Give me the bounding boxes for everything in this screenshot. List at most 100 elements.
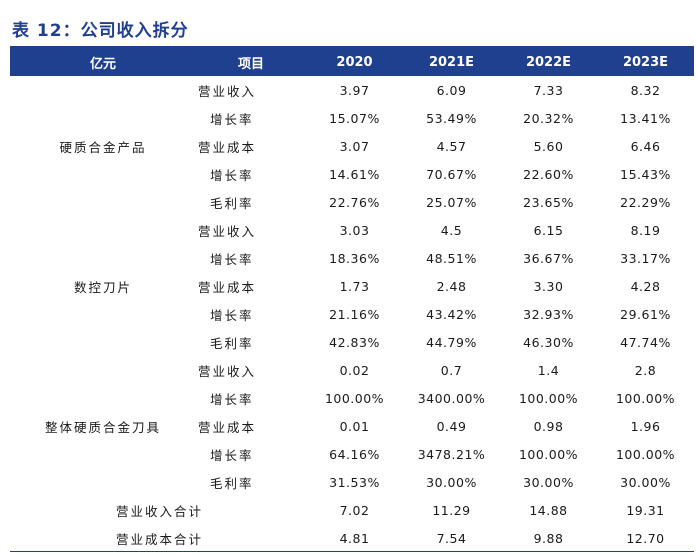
item-label: 增长率 xyxy=(210,391,254,407)
item-label: 毛利率 xyxy=(210,335,254,351)
table-row: 增长率 21.16% 43.42% 32.93% 29.61% xyxy=(10,300,694,328)
item-label: 营业成本 xyxy=(198,419,257,435)
group-label: 数控刀片 xyxy=(73,279,132,295)
value-cell: 53.49% xyxy=(426,110,477,126)
header-2022e: 2022E xyxy=(500,48,597,76)
value-cell: 1.4 xyxy=(537,362,560,378)
table-row: 增长率 14.61% 70.67% 22.60% 15.43% xyxy=(10,160,694,188)
total-label: 营业收入合计 xyxy=(116,503,204,519)
header-unit: 亿元 xyxy=(10,48,196,76)
table-row: 增长率 64.16% 3478.21% 100.00% 100.00% xyxy=(10,440,694,468)
header-row: 亿元 项目 2020 2021E 2022E 2023E xyxy=(10,48,694,76)
value-cell: 30.00% xyxy=(620,474,671,490)
item-label: 营业成本 xyxy=(198,139,257,155)
table-row: 硬质合金产品 营业收入 3.97 6.09 7.33 8.32 xyxy=(10,76,694,155)
value-cell: 44.79% xyxy=(426,334,477,350)
table-row: 营业成本 1.73 2.48 3.30 4.28 xyxy=(10,272,694,300)
value-cell: 4.28 xyxy=(630,278,661,294)
value-cell: 100.00% xyxy=(324,390,385,406)
header-item: 项目 xyxy=(196,48,306,76)
table-row: 整体硬质合金刀具 营业收入 0.02 0.7 1.4 2.8 xyxy=(10,356,694,435)
item-label: 增长率 xyxy=(210,447,254,463)
value-cell: 8.32 xyxy=(630,82,661,98)
value-cell: 21.16% xyxy=(329,306,380,322)
item-label: 营业收入 xyxy=(198,363,257,379)
value-cell: 6.46 xyxy=(630,138,661,154)
total-label: 营业成本合计 xyxy=(116,531,204,547)
value-cell: 6.15 xyxy=(533,222,564,238)
value-cell: 32.93% xyxy=(523,306,574,322)
value-cell: 0.49 xyxy=(436,418,467,434)
value-cell: 7.54 xyxy=(436,530,467,546)
value-cell: 22.76% xyxy=(329,194,380,210)
revenue-breakdown-table: 亿元 项目 2020 2021E 2022E 2023E 硬质合金产品 营业收入 3… xyxy=(10,48,694,552)
value-cell: 5.60 xyxy=(533,138,564,154)
value-cell: 30.00% xyxy=(426,474,477,490)
header-2023e: 2023E xyxy=(597,48,694,76)
value-cell: 29.61% xyxy=(620,306,671,322)
value-cell: 30.00% xyxy=(523,474,574,490)
value-cell: 1.73 xyxy=(339,278,370,294)
value-cell: 47.74% xyxy=(620,334,671,350)
value-cell: 22.29% xyxy=(620,194,671,210)
value-cell: 0.98 xyxy=(533,418,564,434)
value-cell: 3400.00% xyxy=(417,390,486,406)
bottom-rule xyxy=(10,551,694,552)
item-label: 增长率 xyxy=(210,307,254,323)
value-cell: 15.07% xyxy=(329,110,380,126)
value-cell: 18.36% xyxy=(329,250,380,266)
value-cell: 3.07 xyxy=(339,138,370,154)
item-label: 毛利率 xyxy=(210,475,254,491)
value-cell: 0.7 xyxy=(440,362,463,378)
value-cell: 100.00% xyxy=(615,390,676,406)
value-cell: 7.33 xyxy=(533,82,564,98)
value-cell: 3.30 xyxy=(533,278,564,294)
item-label: 营业成本 xyxy=(198,279,257,295)
value-cell: 3478.21% xyxy=(417,446,486,462)
table-row: 增长率 15.07% 53.49% 20.32% 13.41% xyxy=(10,104,694,132)
value-cell: 48.51% xyxy=(426,250,477,266)
title-rule xyxy=(10,46,694,48)
table-row: 数控刀片 营业收入 3.03 4.5 6.15 8.19 xyxy=(10,216,694,295)
table-row: 毛利率 31.53% 30.00% 30.00% 30.00% xyxy=(10,468,694,496)
value-cell: 46.30% xyxy=(523,334,574,350)
value-cell: 36.67% xyxy=(523,250,574,266)
value-cell: 100.00% xyxy=(518,446,579,462)
item-label: 营业收入 xyxy=(198,83,257,99)
value-cell: 12.70 xyxy=(626,530,665,546)
value-cell: 25.07% xyxy=(426,194,477,210)
item-label: 增长率 xyxy=(210,251,254,267)
table-row: 增长率 100.00% 3400.00% 100.00% 100.00% xyxy=(10,384,694,412)
value-cell: 70.67% xyxy=(426,166,477,182)
value-cell: 100.00% xyxy=(518,390,579,406)
value-cell: 0.02 xyxy=(339,362,370,378)
group-label: 硬质合金产品 xyxy=(59,139,147,155)
value-cell: 4.57 xyxy=(436,138,467,154)
total-row: 营业成本合计 4.81 7.54 9.88 12.70 xyxy=(10,524,694,552)
value-cell: 3.03 xyxy=(339,222,370,238)
value-cell: 33.17% xyxy=(620,250,671,266)
value-cell: 13.41% xyxy=(620,110,671,126)
value-cell: 9.88 xyxy=(533,530,564,546)
value-cell: 100.00% xyxy=(615,446,676,462)
value-cell: 11.29 xyxy=(432,502,471,518)
table-row: 营业成本 3.07 4.57 5.60 6.46 xyxy=(10,132,694,160)
value-cell: 22.60% xyxy=(523,166,574,182)
header-2020: 2020 xyxy=(306,48,403,76)
value-cell: 15.43% xyxy=(620,166,671,182)
table-title: 表 12：公司收入拆分 xyxy=(12,21,189,41)
value-cell: 2.48 xyxy=(436,278,467,294)
value-cell: 14.88 xyxy=(529,502,568,518)
table-row: 营业成本 0.01 0.49 0.98 1.96 xyxy=(10,412,694,440)
item-label: 营业收入 xyxy=(198,223,257,239)
value-cell: 3.97 xyxy=(339,82,370,98)
header-2021e: 2021E xyxy=(403,48,500,76)
value-cell: 23.65% xyxy=(523,194,574,210)
value-cell: 14.61% xyxy=(329,166,380,182)
item-label: 增长率 xyxy=(210,167,254,183)
item-label: 增长率 xyxy=(210,111,254,127)
table-row: 毛利率 22.76% 25.07% 23.65% 22.29% xyxy=(10,188,694,216)
group-label: 整体硬质合金刀具 xyxy=(44,419,161,435)
value-cell: 43.42% xyxy=(426,306,477,322)
value-cell: 0.01 xyxy=(339,418,370,434)
